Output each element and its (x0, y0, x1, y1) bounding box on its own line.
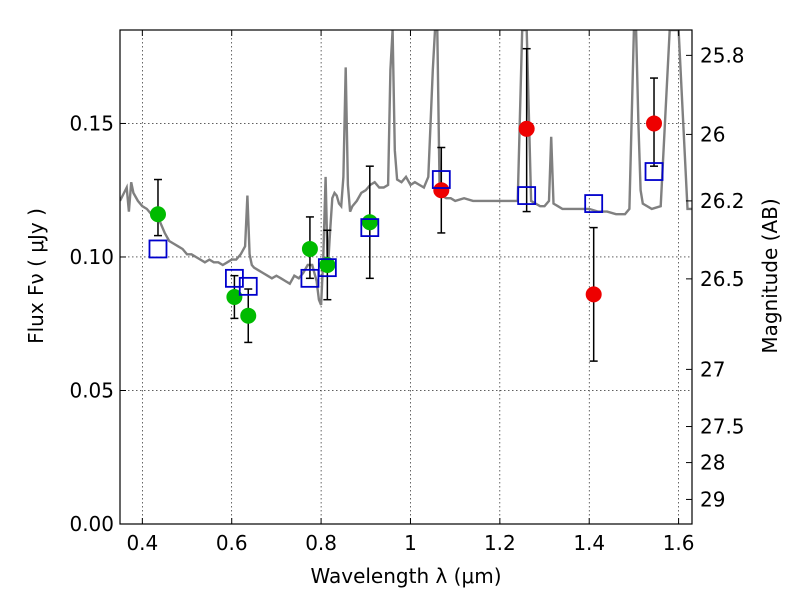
y-tick-label: 0.05 (69, 378, 114, 402)
data-point (226, 289, 243, 306)
model-point (238, 276, 258, 296)
model-point (148, 239, 168, 259)
data-point (301, 240, 318, 257)
data-point (319, 256, 336, 273)
right-tick-label: 26.2 (700, 189, 745, 213)
error-bars (153, 47, 659, 362)
right-tick-label: 26.5 (700, 267, 745, 291)
model-point (431, 170, 451, 189)
spectrum-line (120, 30, 692, 306)
x-tick-label: 1.2 (484, 531, 516, 555)
axis-ticks: 0.4 0.6 0.8 1 1.2 1.4 1.6 0.00 0.05 0.10 0.15 25.8 2… (69, 30, 745, 555)
x-tick-label: 1 (404, 531, 417, 555)
model-point (300, 268, 320, 288)
data-point (518, 120, 535, 137)
model-point (644, 162, 664, 181)
model-spectrum (120, 30, 692, 306)
y-axis-label: Flux Fν ( μJy ) (24, 208, 48, 344)
model-point (360, 218, 380, 238)
data-point (585, 286, 602, 303)
data-point (240, 307, 257, 324)
right-tick-label: 27 (700, 357, 725, 381)
data-point (433, 182, 450, 199)
y-tick-label: 0.15 (69, 111, 114, 135)
data-point (361, 214, 378, 231)
right-tick-label: 29 (700, 487, 725, 511)
right-tick-label: 28 (700, 451, 725, 475)
model-point (584, 194, 604, 213)
x-tick-label: 1.4 (573, 531, 605, 555)
right-tick-label: 27.5 (700, 415, 745, 439)
model-point (517, 186, 537, 205)
right-tick-label: 26 (700, 122, 725, 146)
right-axis-label: Magnitude (AB) (758, 198, 782, 353)
data-point (149, 206, 166, 223)
y-tick-label: 0.10 (69, 245, 114, 269)
data-markers (148, 115, 664, 324)
right-tick-label: 25.8 (700, 43, 745, 67)
x-axis-label: Wavelength λ (μm) (310, 564, 501, 588)
x-tick-label: 1.6 (663, 531, 695, 555)
model-point (317, 258, 337, 278)
data-point (646, 115, 663, 132)
y-tick-label: 0.00 (69, 512, 114, 536)
plot-frame (119, 29, 693, 525)
x-tick-label: 0.4 (126, 531, 158, 555)
x-tick-label: 0.6 (216, 531, 248, 555)
x-tick-label: 0.8 (305, 531, 337, 555)
